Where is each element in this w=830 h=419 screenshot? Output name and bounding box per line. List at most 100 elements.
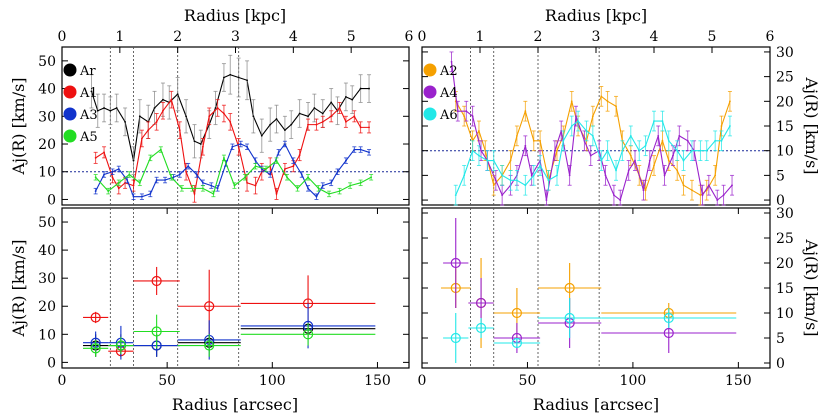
top-left-point-A5 xyxy=(117,181,120,184)
bottom-right-point-A6 xyxy=(475,322,487,334)
top-right-point-A2 xyxy=(720,125,723,127)
top-left-kpc-tick-label: 5 xyxy=(347,29,356,45)
top-left-point-A3 xyxy=(315,195,318,198)
top-left-point-Ar xyxy=(260,134,263,137)
top-left-point-A5 xyxy=(296,187,299,190)
top-right-ytick-label: 15 xyxy=(776,119,794,135)
top-left-point-A3 xyxy=(117,168,120,170)
top-right-point-A6 xyxy=(676,149,679,152)
bottom-left-point-A5 xyxy=(302,329,314,340)
top-left-kpc-tick-label: 2 xyxy=(173,29,182,45)
bottom-right-ytick-label: 15 xyxy=(776,281,794,297)
top-right-point-A6 xyxy=(492,159,495,162)
top-left-legend-label-A3: A3 xyxy=(79,108,98,123)
top-left-point-Ar xyxy=(321,112,324,115)
top-left-point-A3 xyxy=(330,181,333,184)
top-left-point-A5 xyxy=(233,184,236,187)
top-right-point-A2 xyxy=(516,134,518,137)
top-left-point-A1 xyxy=(185,170,187,173)
top-left-point-A3 xyxy=(336,170,339,173)
top-left-point-A5 xyxy=(107,190,110,193)
top-left-point-A5 xyxy=(328,193,330,195)
top-left-point-A3 xyxy=(164,179,166,181)
top-right-point-A6 xyxy=(691,149,693,152)
top-right-ylabel: Aj(R) [km/s] xyxy=(802,76,821,174)
bottom-right-arcsec-tick-label: 100 xyxy=(620,373,647,389)
top-right-ytick-label: 10 xyxy=(776,144,794,160)
top-right-point-A2 xyxy=(667,159,670,162)
bottom-right-point-A4 xyxy=(663,327,674,339)
top-right-point-A2 xyxy=(532,139,535,142)
top-left-point-A3 xyxy=(359,148,362,151)
bottom-left-xlabel: Radius [arcsec] xyxy=(172,395,298,414)
top-right-point-A6 xyxy=(615,169,617,172)
top-right-kpc-tick-label: 2 xyxy=(534,29,543,45)
top-left-point-A3 xyxy=(172,176,175,179)
top-left-point-Ar xyxy=(199,143,202,145)
top-right-point-A2 xyxy=(699,194,702,197)
top-left-point-A1 xyxy=(216,107,219,109)
top-left-point-A3 xyxy=(300,173,303,176)
top-left-point-A3 xyxy=(195,173,198,176)
top-left-ytick-label: 40 xyxy=(38,82,56,98)
top-left-point-A3 xyxy=(284,143,286,145)
bottom-left-point-A5 xyxy=(151,326,162,337)
top-right-point-A2 xyxy=(478,130,480,132)
bottom-right-point-A2 xyxy=(564,282,575,294)
bottom-left-point-A5 xyxy=(204,340,215,351)
top-left-point-A1 xyxy=(223,112,225,115)
top-right-point-A4 xyxy=(672,154,674,157)
top-right-point-A2 xyxy=(682,184,685,187)
top-left-point-A1 xyxy=(321,120,324,123)
top-left-point-A3 xyxy=(254,159,257,162)
top-right-point-A6 xyxy=(714,139,717,142)
top-left-point-A1 xyxy=(275,193,278,195)
bottom-left-point-A1 xyxy=(204,301,215,312)
top-left-point-Ar xyxy=(223,76,225,79)
top-right-point-A6 xyxy=(638,149,641,152)
top-right-point-A6 xyxy=(562,139,565,142)
top-left-kpc-tick-label: 1 xyxy=(115,29,124,45)
top-left-point-A3 xyxy=(277,151,280,154)
top-right-point-A2 xyxy=(509,159,512,162)
top-left-point-Ar xyxy=(90,90,93,93)
top-right-point-A2 xyxy=(570,100,573,103)
top-right-point-A6 xyxy=(454,194,457,197)
top-left-kpc-tick-label: 3 xyxy=(231,29,240,45)
top-left-point-A1 xyxy=(307,123,309,126)
top-left-frame xyxy=(61,46,410,206)
top-left-point-A1 xyxy=(284,168,286,170)
top-left-point-A1 xyxy=(111,176,114,179)
top-right-point-A2 xyxy=(600,95,603,98)
top-left-point-A5 xyxy=(212,193,215,195)
text-layer: Radius [kpc] Radius [kpc] Radius [arcsec… xyxy=(9,6,821,414)
top-left-kpc-tick-label: 0 xyxy=(58,29,67,45)
top-right-point-A6 xyxy=(486,159,489,162)
top-left-point-A3 xyxy=(94,190,97,193)
top-right-point-A6 xyxy=(577,120,579,122)
bottom-right-arcsec-tick-label: 50 xyxy=(519,373,537,389)
top-left-point-A1 xyxy=(208,115,211,118)
top-right-point-A4 xyxy=(619,199,622,201)
top-right-point-A6 xyxy=(661,120,664,122)
top-left-point-A3 xyxy=(187,165,190,168)
top-right-point-A4 xyxy=(524,144,527,147)
top-right-point-A6 xyxy=(532,174,535,177)
bottom-left-frame xyxy=(61,207,410,369)
top-left-legend-label-A1: A1 xyxy=(79,86,98,101)
top-right-ytick-label: 20 xyxy=(776,94,794,110)
top-right-point-A2 xyxy=(661,139,664,142)
top-left-point-A5 xyxy=(149,156,152,159)
top-left-point-Ar xyxy=(246,79,248,82)
top-right-point-A6 xyxy=(720,139,723,142)
top-left-point-A5 xyxy=(265,168,267,170)
top-left-point-A1 xyxy=(292,165,295,168)
bottom-right-point-A6 xyxy=(450,332,461,344)
bottom-right-arcsec-tick-label: 0 xyxy=(418,373,427,389)
top-left-point-A1 xyxy=(94,156,97,159)
top-left-point-A3 xyxy=(149,193,152,195)
top-right-legend-label-A4: A4 xyxy=(439,86,458,101)
bottom-left-point-A5 xyxy=(90,343,101,354)
bottom-left-arcsec-tick-label: 100 xyxy=(259,373,286,389)
top-left-xlabel: Radius [kpc] xyxy=(184,6,286,25)
